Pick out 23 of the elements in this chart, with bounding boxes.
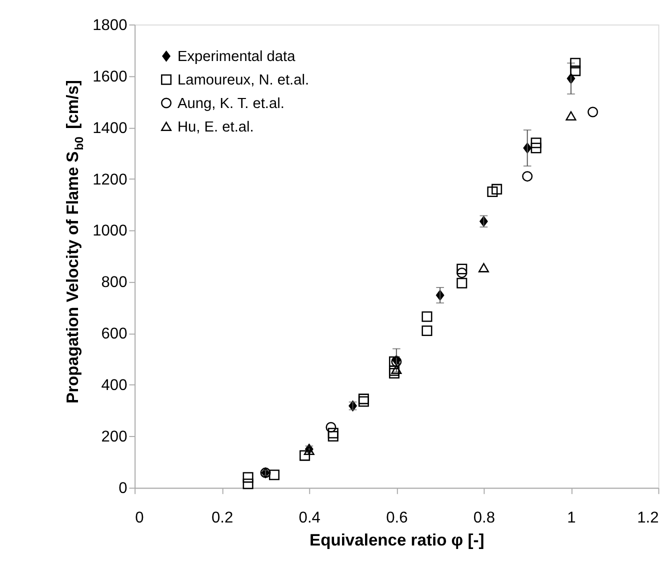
x-tick-label: 0.4 (298, 509, 321, 526)
x-tick-label: 0.6 (386, 509, 408, 526)
x-tick-label: 0 (135, 509, 144, 526)
x-tick-label: 0.8 (473, 509, 496, 526)
y-tick-label: 1000 (92, 222, 128, 240)
y-tick-label: 1600 (92, 68, 128, 86)
x-tick-label: 0.2 (212, 509, 234, 526)
y-axis-title: Propagation Velocity of Flame Sb0 [cm/s] (63, 80, 86, 404)
y-tick-label: 0 (118, 480, 128, 498)
y-tick-label: 400 (101, 377, 128, 394)
x-axis-title: Equivalence ratio φ [-] (310, 530, 484, 550)
x-tick-label: 1 (567, 509, 576, 526)
y-tick-label: 200 (101, 428, 128, 446)
y-tick-label: 600 (101, 326, 128, 343)
x-tick-label: 1.2 (637, 509, 659, 526)
y-tick-label: 800 (101, 274, 128, 292)
y-tick-label: 1200 (92, 171, 128, 188)
legend-label: Aung, K. T. et.al. (177, 96, 284, 112)
legend-label: Lamoureux, N. et.al. (177, 72, 310, 88)
legend-label: Hu, E. et.al. (177, 119, 254, 136)
y-tick-label: 1800 (92, 16, 128, 34)
y-tick-label: 1400 (92, 120, 128, 137)
legend-label: Experimental data (177, 49, 296, 66)
